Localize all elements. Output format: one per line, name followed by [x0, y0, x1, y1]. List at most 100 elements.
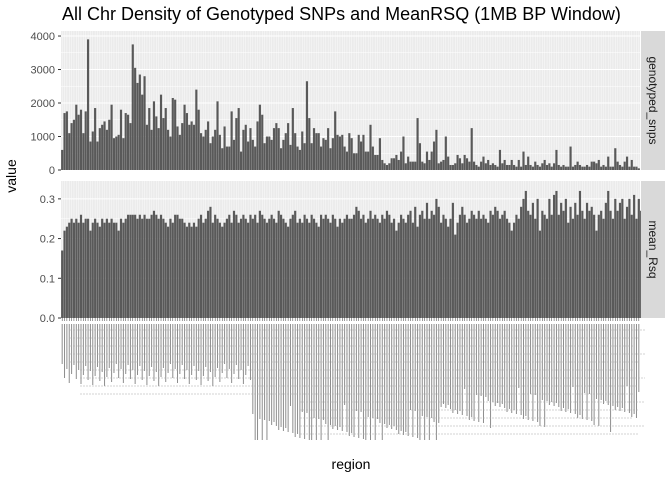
bar	[534, 218, 537, 318]
bar	[322, 218, 325, 318]
bar	[421, 161, 424, 170]
bar	[484, 163, 487, 170]
bar	[520, 166, 523, 170]
bar	[428, 218, 431, 318]
bar	[574, 164, 577, 170]
bar	[162, 118, 165, 170]
bar	[529, 214, 532, 318]
bar	[103, 121, 106, 170]
bar	[378, 222, 381, 318]
bar	[430, 210, 433, 318]
bar	[496, 210, 499, 318]
bar	[148, 108, 151, 170]
bar	[225, 146, 229, 170]
bar	[362, 214, 365, 318]
facet-genotyped_snps: 0 1000 2000 3000 4000 genotyped_snps	[31, 31, 665, 177]
bar	[628, 166, 631, 170]
bar	[440, 161, 443, 170]
bar	[96, 222, 99, 318]
bar	[301, 222, 304, 318]
bar	[263, 218, 266, 318]
bar	[383, 163, 386, 170]
bar	[574, 202, 577, 318]
bar	[454, 163, 457, 170]
bar	[423, 163, 426, 170]
bar	[279, 148, 283, 170]
bar	[82, 133, 85, 170]
bar	[195, 89, 198, 170]
bar	[564, 198, 567, 318]
bar	[138, 214, 141, 318]
bar	[348, 218, 351, 318]
bar	[237, 108, 240, 170]
bar	[588, 166, 591, 170]
bar	[437, 206, 440, 318]
bar	[112, 138, 116, 170]
bar	[65, 226, 68, 318]
bar	[578, 190, 582, 318]
bar	[174, 214, 177, 318]
bar	[320, 214, 323, 318]
bar	[425, 202, 429, 318]
bar	[145, 218, 148, 318]
bar	[150, 214, 153, 318]
bar	[491, 214, 494, 318]
bar	[385, 210, 389, 318]
bar	[176, 214, 179, 318]
bar	[108, 119, 111, 170]
bar	[585, 164, 589, 170]
bar	[63, 230, 66, 318]
bar	[242, 129, 245, 170]
bar	[110, 218, 113, 318]
bar	[218, 134, 221, 170]
bar	[301, 131, 304, 170]
bar	[560, 202, 563, 318]
bar	[289, 144, 292, 170]
strip-background	[641, 181, 665, 318]
panel-background	[61, 181, 640, 318]
bar	[84, 111, 87, 170]
bar	[397, 222, 400, 318]
bar	[593, 214, 596, 318]
bar	[440, 222, 443, 318]
bar	[423, 218, 426, 318]
bar	[409, 210, 412, 318]
bar	[482, 156, 485, 170]
bar	[385, 164, 389, 170]
bar	[637, 198, 640, 318]
bar	[315, 222, 318, 318]
facet-panels: 0 1000 2000 3000 4000 genotyped_snps 0.0 0.1 0.2…	[31, 31, 665, 325]
bar	[202, 222, 205, 318]
bar	[317, 226, 320, 318]
bar	[367, 218, 370, 318]
bar	[390, 158, 393, 170]
bar	[545, 218, 549, 318]
bar	[207, 121, 210, 170]
bar	[633, 194, 636, 318]
bar	[77, 114, 80, 170]
bar	[117, 230, 120, 318]
bar	[122, 222, 125, 318]
bar	[465, 222, 469, 318]
bar	[310, 214, 313, 318]
bar	[251, 139, 254, 170]
bar	[115, 222, 118, 318]
bar	[623, 161, 626, 170]
bar	[517, 159, 520, 170]
bar	[609, 210, 612, 318]
bar	[536, 198, 539, 318]
bar	[270, 214, 273, 318]
bar	[416, 118, 419, 170]
y-axis-title: value	[3, 159, 19, 193]
bar	[409, 161, 412, 170]
bar	[635, 166, 638, 170]
chart-title: All Chr Density of Genotyped SNPs and Me…	[62, 4, 621, 24]
bar	[265, 222, 269, 318]
bar	[98, 128, 101, 170]
bar	[94, 218, 97, 318]
bar	[141, 94, 144, 170]
bar	[178, 134, 181, 170]
bar	[185, 113, 188, 170]
bar	[270, 139, 273, 170]
bar	[611, 218, 615, 318]
